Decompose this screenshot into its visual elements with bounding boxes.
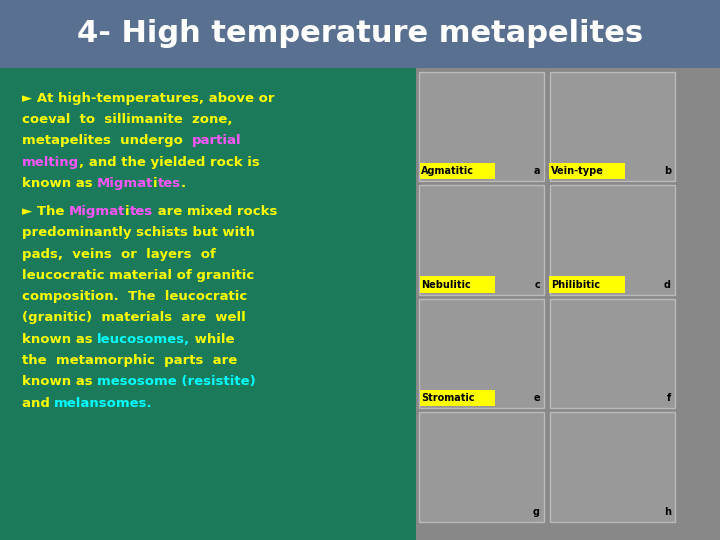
FancyBboxPatch shape bbox=[550, 299, 675, 408]
Text: above or: above or bbox=[204, 92, 274, 105]
Text: f: f bbox=[667, 393, 671, 403]
Text: e: e bbox=[534, 393, 540, 403]
Text: melansomes.: melansomes. bbox=[54, 397, 153, 410]
Text: the  metamorphic  parts  are: the metamorphic parts are bbox=[22, 354, 237, 367]
Text: Migmat: Migmat bbox=[68, 205, 125, 218]
FancyBboxPatch shape bbox=[419, 299, 544, 408]
Text: metapelites  undergo: metapelites undergo bbox=[22, 134, 192, 147]
Text: Stromatic: Stromatic bbox=[421, 393, 474, 403]
FancyBboxPatch shape bbox=[550, 412, 675, 522]
Text: h: h bbox=[664, 507, 671, 517]
Text: are mixed rocks: are mixed rocks bbox=[153, 205, 277, 218]
Text: Nebulitic: Nebulitic bbox=[421, 280, 471, 289]
Text: i: i bbox=[125, 205, 130, 218]
Text: c: c bbox=[534, 280, 540, 290]
Text: , and the yielded rock is: , and the yielded rock is bbox=[78, 156, 259, 169]
Text: Agmatitic: Agmatitic bbox=[421, 166, 474, 176]
FancyBboxPatch shape bbox=[419, 72, 544, 181]
Text: coeval  to  sillimanite  zone,: coeval to sillimanite zone, bbox=[22, 113, 232, 126]
Text: Migmat: Migmat bbox=[97, 177, 153, 190]
Text: .: . bbox=[181, 177, 186, 190]
Text: tes: tes bbox=[130, 205, 153, 218]
Text: tes: tes bbox=[158, 177, 181, 190]
FancyBboxPatch shape bbox=[420, 163, 495, 179]
Text: leucocratic material of granitic: leucocratic material of granitic bbox=[22, 269, 254, 282]
Text: known as: known as bbox=[22, 375, 97, 388]
Text: b: b bbox=[664, 166, 671, 177]
Text: melting: melting bbox=[22, 156, 78, 169]
FancyBboxPatch shape bbox=[550, 72, 675, 181]
FancyBboxPatch shape bbox=[416, 68, 720, 540]
Text: pads,  veins  or  layers  of: pads, veins or layers of bbox=[22, 247, 215, 260]
Text: d: d bbox=[664, 280, 671, 290]
Text: known as: known as bbox=[22, 333, 97, 346]
Text: Vein-type: Vein-type bbox=[551, 166, 603, 176]
Text: (granitic)  materials  are  well: (granitic) materials are well bbox=[22, 312, 246, 325]
Text: mesosome (resistite): mesosome (resistite) bbox=[97, 375, 256, 388]
FancyBboxPatch shape bbox=[419, 412, 544, 522]
Text: i: i bbox=[153, 177, 158, 190]
FancyBboxPatch shape bbox=[549, 163, 625, 179]
FancyBboxPatch shape bbox=[550, 185, 675, 295]
Text: leucosomes,: leucosomes, bbox=[97, 333, 190, 346]
Text: and: and bbox=[22, 397, 54, 410]
Text: known as: known as bbox=[22, 177, 97, 190]
FancyBboxPatch shape bbox=[420, 276, 495, 293]
Text: ► At high-temperatures,: ► At high-temperatures, bbox=[22, 92, 204, 105]
Text: 4- High temperature metapelites: 4- High temperature metapelites bbox=[77, 19, 643, 48]
FancyBboxPatch shape bbox=[0, 0, 720, 68]
FancyBboxPatch shape bbox=[419, 185, 544, 295]
Text: Philibitic: Philibitic bbox=[551, 280, 600, 289]
FancyBboxPatch shape bbox=[420, 390, 495, 406]
Text: a: a bbox=[534, 166, 540, 177]
Text: composition.  The  leucocratic: composition. The leucocratic bbox=[22, 290, 247, 303]
FancyBboxPatch shape bbox=[549, 276, 625, 293]
Text: while: while bbox=[190, 333, 235, 346]
Text: partial: partial bbox=[192, 134, 241, 147]
Text: ► The: ► The bbox=[22, 205, 68, 218]
Text: g: g bbox=[533, 507, 540, 517]
FancyBboxPatch shape bbox=[0, 68, 416, 540]
Text: predominantly schists but with: predominantly schists but with bbox=[22, 226, 254, 239]
